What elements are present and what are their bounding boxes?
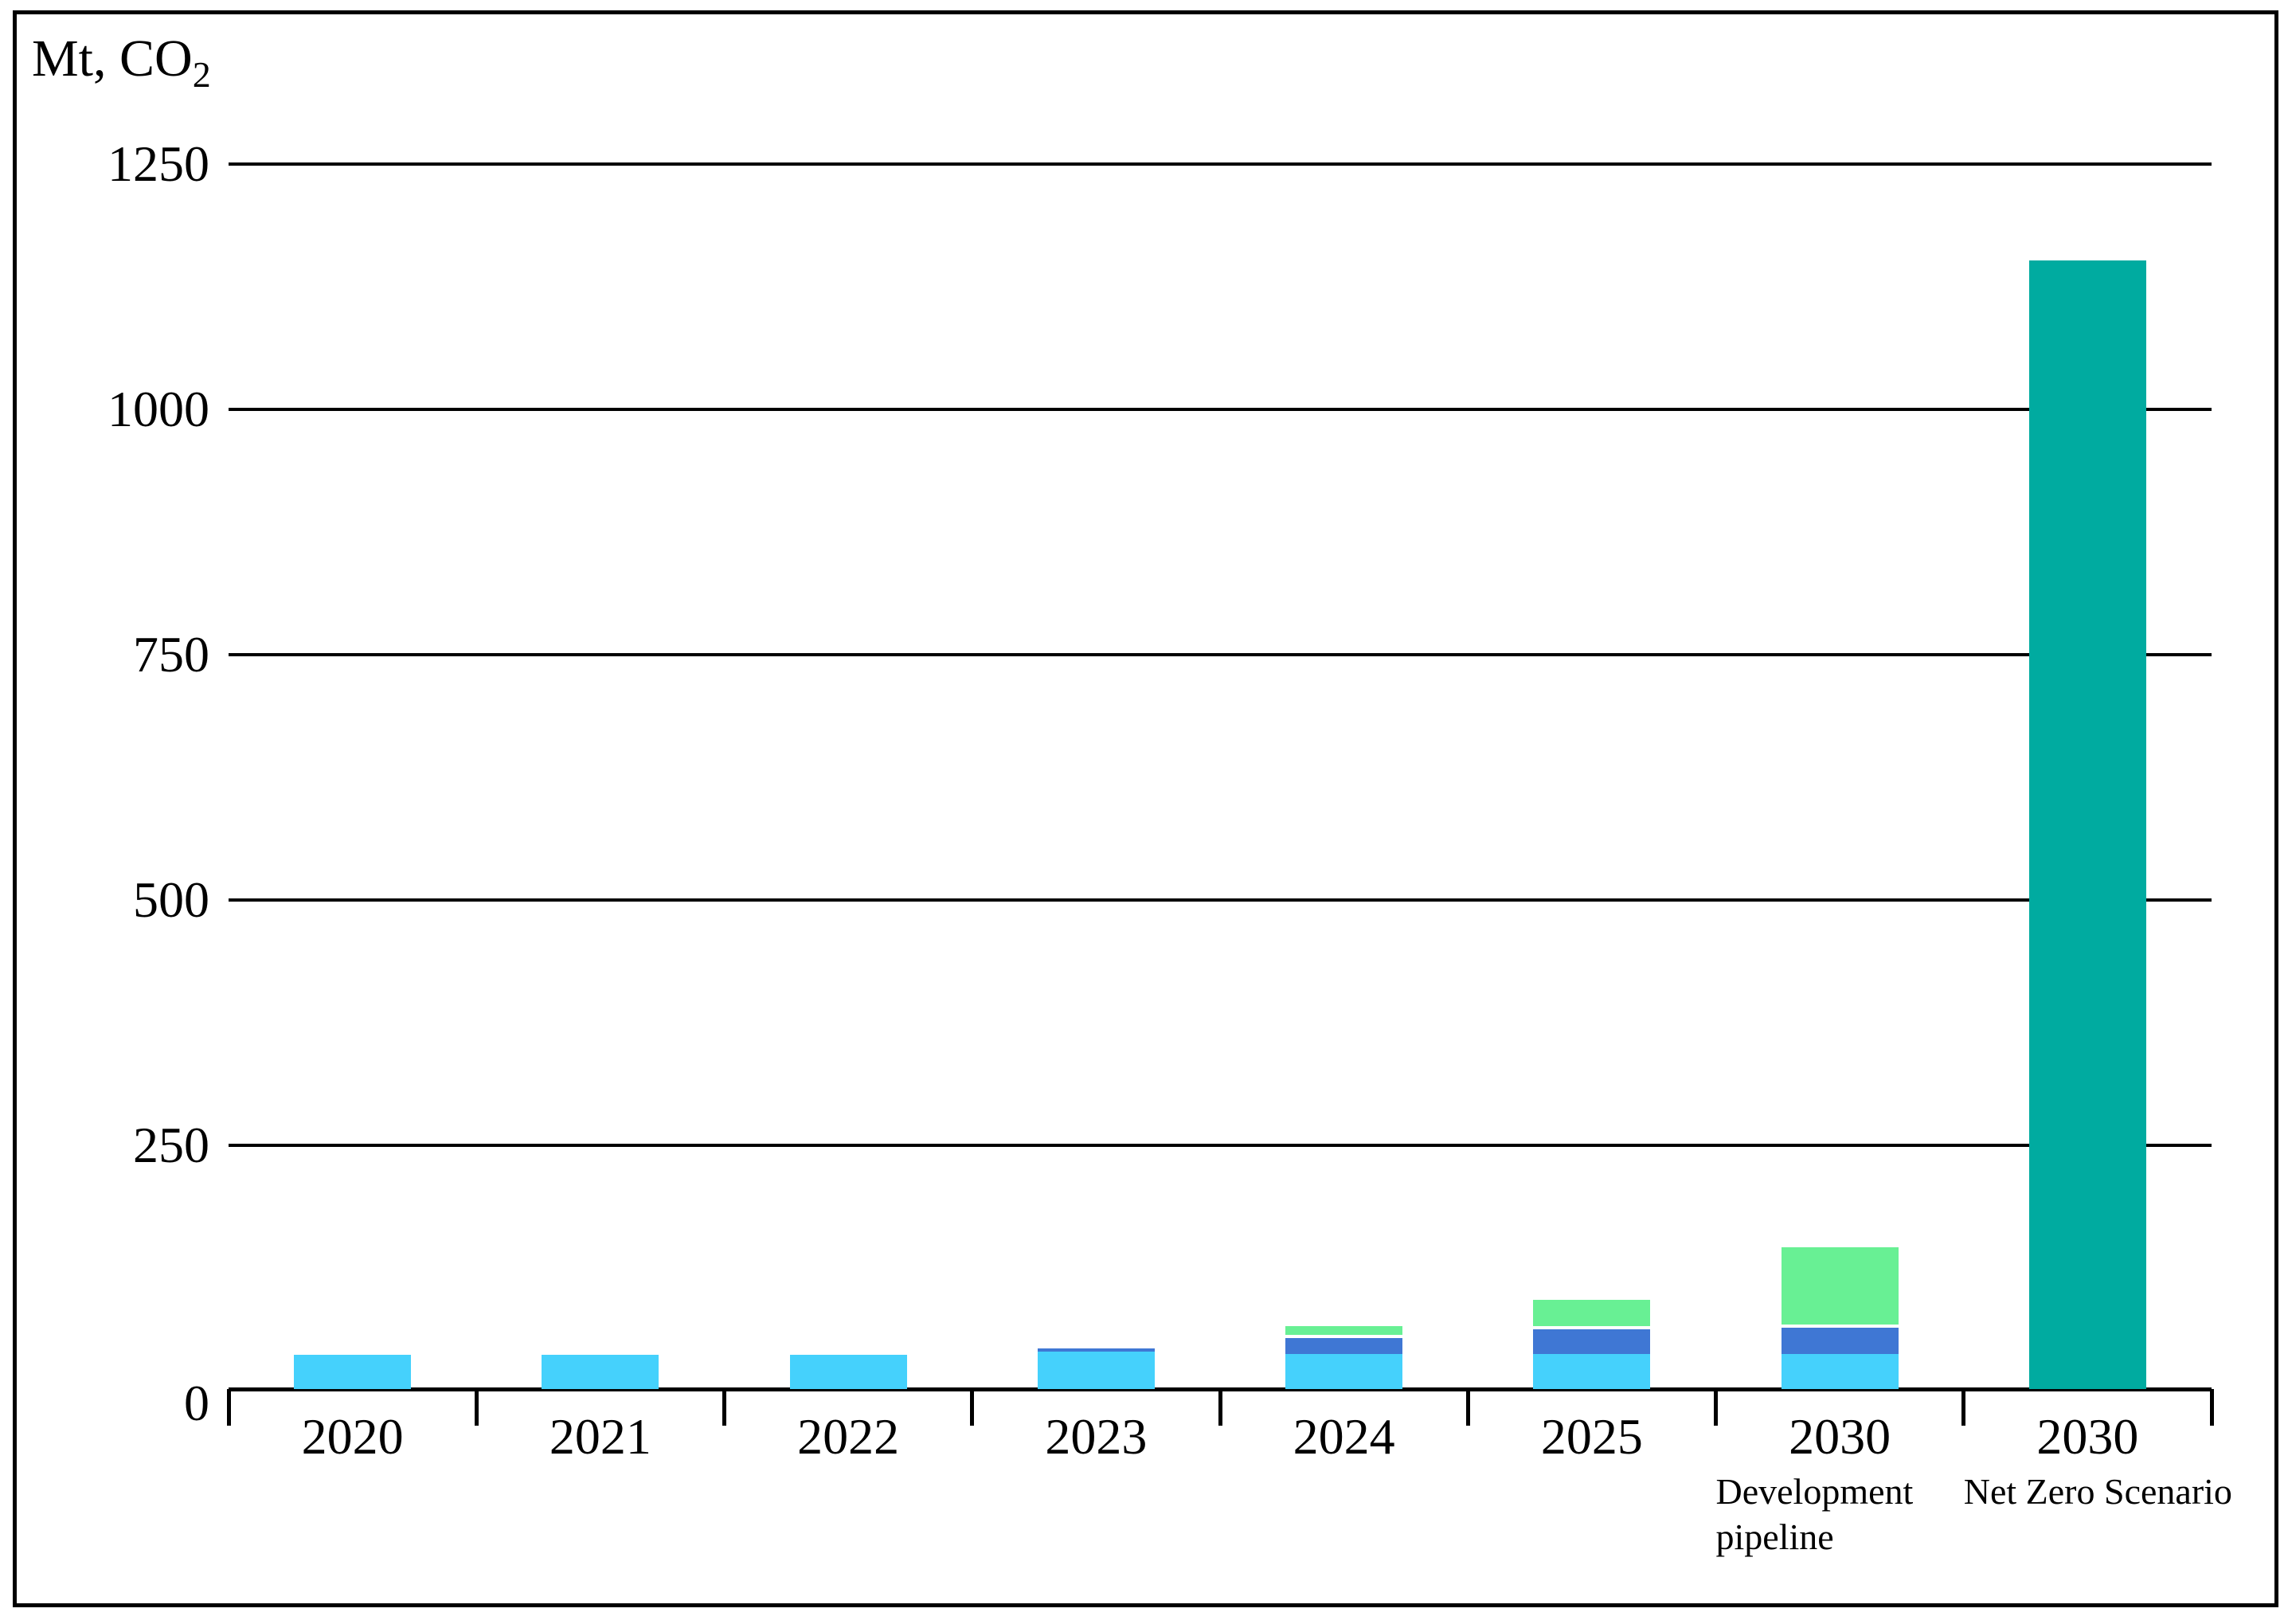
y-axis-tick-label: 1000: [108, 381, 209, 437]
bar-segment-light-blue-segment: [1781, 1353, 1899, 1389]
bar-segment-blue-segment: [1285, 1335, 1403, 1354]
bar-segment-light-blue-segment: [542, 1354, 659, 1389]
y-axis-unit-label: Mt, CO2: [32, 29, 211, 92]
bar-segment-green-segment: [1533, 1297, 1651, 1327]
y-axis-tick-label: 250: [133, 1117, 209, 1173]
unit-subscript: 2: [192, 54, 211, 96]
axis-tick: [1714, 1389, 1718, 1426]
x-axis-label: 2030: [2036, 1408, 2139, 1465]
x-axis-label: 2022: [797, 1408, 900, 1465]
x-axis-label: 2020: [301, 1408, 404, 1465]
chart-frame: [13, 10, 2278, 1607]
bar-segment-light-blue-segment: [1285, 1353, 1403, 1389]
gridline: [229, 162, 2212, 166]
gridline: [229, 653, 2212, 656]
bar-segment-blue-segment: [1533, 1326, 1651, 1354]
y-axis-tick-label: 500: [133, 871, 209, 928]
x-axis-sublabel: Development pipeline: [1715, 1471, 1914, 1557]
axis-tick: [474, 1389, 479, 1426]
x-axis-label: 2023: [1045, 1408, 1148, 1465]
bar-segment-light-blue-segment: [294, 1354, 412, 1389]
axis-tick: [2209, 1389, 2214, 1426]
bar-segment-teal-segment: [2028, 260, 2146, 1389]
x-axis-label: 2030: [1789, 1408, 1891, 1465]
bar-segment-green-segment: [1285, 1323, 1403, 1336]
gridline: [229, 1144, 2212, 1147]
x-axis-sublabel: Net Zero Scenario: [1963, 1471, 2232, 1512]
axis-tick: [1465, 1389, 1470, 1426]
x-axis-label: 2025: [1540, 1408, 1643, 1465]
y-axis-tick-label: 750: [133, 626, 209, 683]
x-axis-label: 2021: [549, 1408, 651, 1465]
axis-tick: [970, 1389, 975, 1426]
gridline: [229, 408, 2212, 411]
axis-tick: [1961, 1389, 1966, 1426]
axis-tick: [1218, 1389, 1222, 1426]
y-axis-tick-label: 1250: [108, 135, 209, 192]
x-axis-label: 2024: [1293, 1408, 1395, 1465]
y-axis-tick-label: 0: [184, 1375, 209, 1431]
bar-segment-light-blue-segment: [1037, 1352, 1155, 1389]
bar-segment-blue-segment: [1037, 1344, 1155, 1352]
axis-tick: [226, 1389, 231, 1426]
axis-tick: [722, 1389, 726, 1426]
bar-segment-light-blue-segment: [1533, 1353, 1651, 1389]
bar-segment-light-blue-segment: [789, 1354, 907, 1389]
unit-text: Mt, CO: [32, 29, 193, 88]
bar-segment-green-segment: [1781, 1243, 1899, 1325]
bar-segment-blue-segment: [1781, 1324, 1899, 1354]
gridline: [229, 898, 2212, 902]
